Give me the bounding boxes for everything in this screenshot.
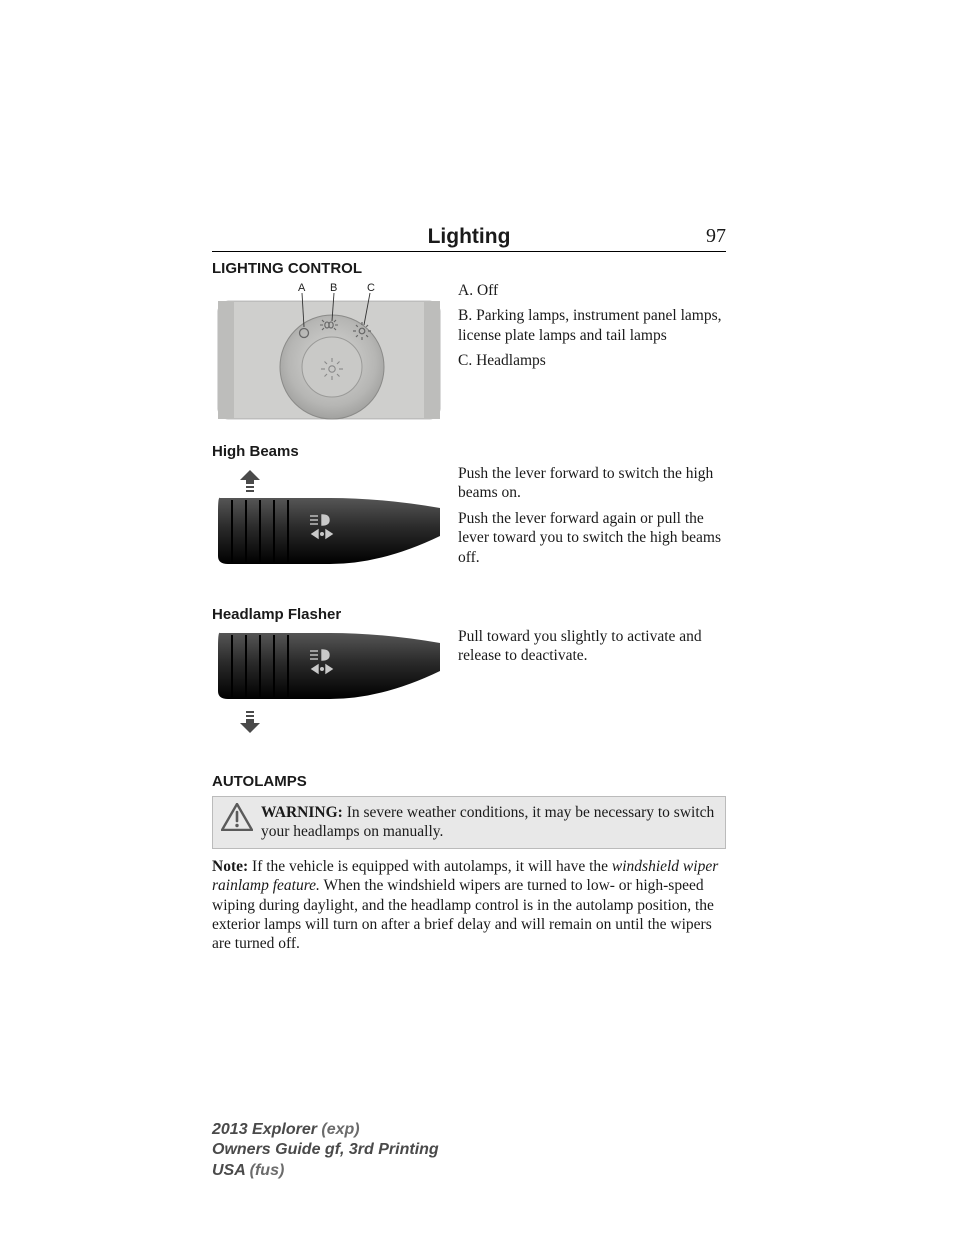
high-beams-text: Push the lever forward to switch the hig… <box>458 464 726 573</box>
page-container: Lighting 97 LIGHTING CONTROL <box>0 0 954 1235</box>
high-beams-p1: Push the lever forward to switch the hig… <box>458 464 726 503</box>
footer-line1: 2013 Explorer (exp) <box>212 1120 439 1141</box>
high-beams-lever-illustration <box>212 464 446 586</box>
headlamp-flasher-row: Pull toward you slightly to activate and… <box>212 627 726 749</box>
lighting-control-legend: A. Off B. Parking lamps, instrument pane… <box>458 281 726 377</box>
note-intro: If the vehicle is equipped with autolamp… <box>248 858 612 875</box>
section-heading-autolamps: AUTOLAMPS <box>212 773 726 790</box>
warning-text-container: WARNING: In severe weather conditions, i… <box>261 803 717 842</box>
autolamps-note: Note: If the vehicle is equipped with au… <box>212 857 726 954</box>
warning-box: WARNING: In severe weather conditions, i… <box>212 796 726 849</box>
section-heading-lighting-control: LIGHTING CONTROL <box>212 260 726 277</box>
dial-label-a: A <box>298 282 306 294</box>
lighting-control-dial-illustration: A B C <box>212 281 446 423</box>
up-arrow-icon <box>240 470 260 492</box>
high-beams-p2: Push the lever forward again or pull the… <box>458 509 726 567</box>
dial-label-b: B <box>330 282 337 294</box>
headlamp-flasher-text: Pull toward you slightly to activate and… <box>458 627 726 672</box>
page-number: 97 <box>706 225 726 248</box>
header-row: Lighting 97 <box>212 225 726 252</box>
headlamp-flasher-lever-illustration <box>212 627 446 749</box>
warning-triangle-icon <box>221 803 253 831</box>
note-label: Note: <box>212 858 248 875</box>
lighting-control-row: A B C A. Off B. Parking lamps, instrumen… <box>212 281 726 423</box>
subheading-headlamp-flasher: Headlamp Flasher <box>212 606 726 623</box>
footer-region: USA <box>212 1162 245 1179</box>
footer: 2013 Explorer (exp) Owners Guide gf, 3rd… <box>212 1120 439 1182</box>
legend-b: B. Parking lamps, instrument panel lamps… <box>458 306 726 345</box>
footer-model-code: (exp) <box>317 1121 360 1138</box>
footer-line3: USA (fus) <box>212 1161 439 1182</box>
warning-label: WARNING: <box>261 804 343 821</box>
dial-label-c: C <box>367 282 375 294</box>
headlamp-flasher-p1: Pull toward you slightly to activate and… <box>458 627 726 666</box>
subheading-high-beams: High Beams <box>212 443 726 460</box>
footer-model: 2013 Explorer <box>212 1121 317 1138</box>
high-beams-row: Push the lever forward to switch the hig… <box>212 464 726 586</box>
legend-a: A. Off <box>458 281 726 300</box>
footer-line2: Owners Guide gf, 3rd Printing <box>212 1140 439 1161</box>
legend-c: C. Headlamps <box>458 351 726 370</box>
down-arrow-icon <box>240 711 260 733</box>
chapter-title: Lighting <box>428 225 511 249</box>
footer-region-code: (fus) <box>245 1162 284 1179</box>
